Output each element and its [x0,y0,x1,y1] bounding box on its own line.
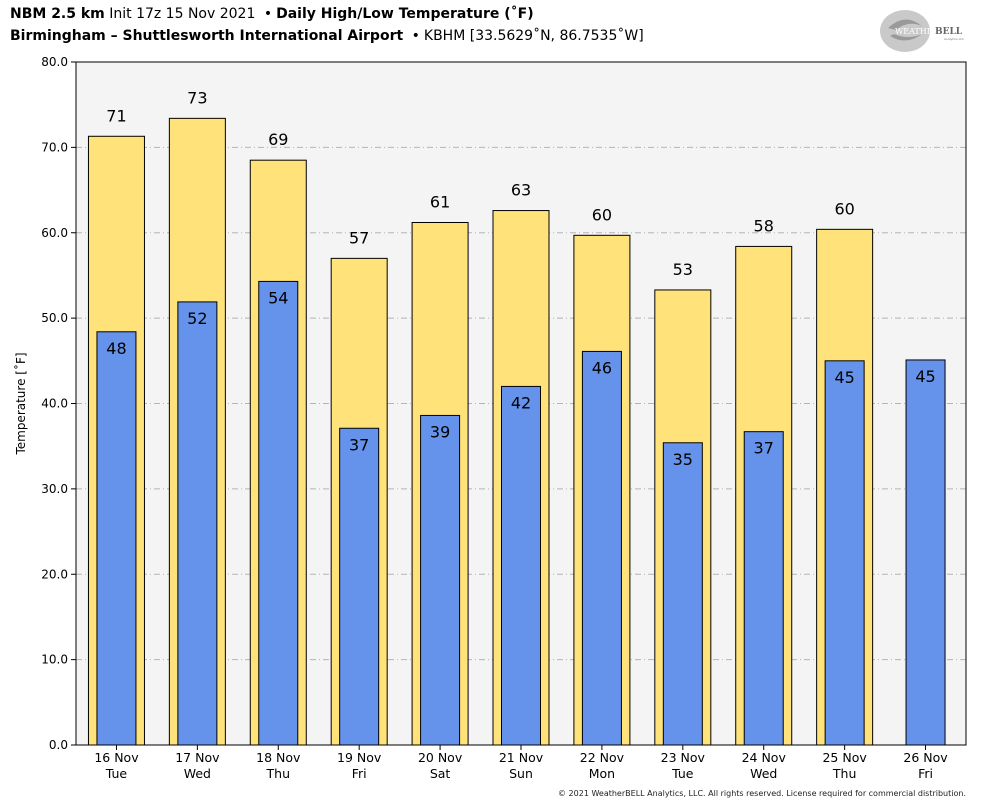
low-value-label: 37 [349,435,369,454]
y-axis-label: Temperature [˚F] [13,352,28,455]
y-tick-label: 20.0 [41,567,68,581]
station-name: Birmingham – Shuttlesworth International… [10,28,404,44]
low-bar [501,385,541,746]
low-bar [339,427,380,746]
x-tick-label-date: 18 Nov [256,750,301,765]
x-tick-label-weekday: Mon [589,766,615,781]
low-bar [824,360,865,746]
x-tick-label-weekday: Wed [750,766,777,781]
high-value-label: 53 [673,260,693,279]
x-tick-label-weekday: Tue [671,766,694,781]
x-tick-label-weekday: Sat [430,766,451,781]
y-tick-label: 80.0 [41,55,68,69]
x-tick-label-date: 23 Nov [661,750,706,765]
low-value-label: 52 [187,309,207,328]
x-tick-label-weekday: Tue [105,766,128,781]
high-value-label: 57 [349,228,369,247]
bullet-separator: • [263,6,273,22]
low-value-label: 46 [592,358,612,377]
high-value-label: 60 [834,199,854,218]
y-tick-label: 0.0 [49,738,68,752]
x-tick-label-date: 24 Nov [742,750,787,765]
y-tick-label: 10.0 [41,653,68,667]
low-value-label: 39 [430,422,450,441]
bullet-separator: • [411,28,420,44]
low-bar [420,414,461,746]
y-axis: 0.0 10.0 20.0 30.0 40.0 50.0 60.0 70.0 80.0 [41,55,76,752]
high-value-label: 61 [430,193,450,212]
init-time: Init 17z 15 Nov 2021 [109,6,256,22]
weatherbell-logo: WEATHER BELL Analytics LLC [880,10,964,52]
bars [87,117,946,746]
model-name: NBM 2.5 km [10,6,105,22]
logo-text-main: WEATHER [895,27,940,36]
high-value-label: 60 [592,205,612,224]
low-bar [581,350,622,746]
high-value-label: 63 [511,181,531,200]
low-bar [662,442,703,746]
x-tick-label-weekday: Fri [352,766,367,781]
x-tick-label-date: 21 Nov [499,750,544,765]
x-tick-label-date: 20 Nov [418,750,463,765]
x-tick-label-date: 19 Nov [337,750,382,765]
x-tick-label-date: 17 Nov [175,750,220,765]
y-tick-label: 60.0 [41,226,68,240]
y-tick-label: 70.0 [41,140,68,154]
x-tick-label-weekday: Fri [918,766,933,781]
y-tick-label: 30.0 [41,482,68,496]
y-tick-label: 50.0 [41,311,68,325]
low-value-label: 37 [754,439,774,458]
high-value-label: 73 [187,88,207,107]
low-bar [258,280,299,746]
low-value-label: 42 [511,393,531,412]
low-value-label: 45 [834,368,854,387]
station-info: KBHM [33.5629˚N, 86.7535˚W] [423,28,644,44]
low-value-label: 35 [673,450,693,469]
x-tick-label-date: 16 Nov [94,750,139,765]
product-name: Daily High/Low Temperature (˚F) [276,6,534,22]
low-bar [96,331,137,746]
data-labels: 71 48 73 52 69 54 57 37 61 39 63 42 60 46 53 35 58 37 60 45… [106,88,935,468]
logo-text-sub: Analytics LLC [944,37,964,41]
low-value-label: 45 [915,367,935,386]
logo-swirl-icon [880,10,930,52]
x-tick-label-weekday: Wed [184,766,211,781]
chart-title-line-1: NBM 2.5 km Init 17z 15 Nov 2021 • Daily H… [10,6,534,22]
low-bar [177,301,218,746]
x-tick-label-weekday: Sun [509,766,533,781]
low-value-label: 48 [106,339,126,358]
x-tick-label-date: 22 Nov [580,750,625,765]
chart-title-line-2: Birmingham – Shuttlesworth International… [10,28,644,44]
y-tick-label: 40.0 [41,397,68,411]
x-tick-label-weekday: Thu [266,766,290,781]
low-bar [743,431,784,746]
low-bar [905,359,946,746]
low-value-label: 54 [268,288,288,307]
x-tick-label-date: 25 Nov [822,750,867,765]
high-value-label: 69 [268,130,288,149]
x-tick-label-weekday: Thu [832,766,856,781]
copyright-notice: © 2021 WeatherBELL Analytics, LLC. All r… [558,789,966,798]
high-value-label: 71 [106,106,126,125]
x-tick-label-date: 26 Nov [903,750,948,765]
logo-text-bell: BELL [935,27,963,37]
high-value-label: 58 [754,216,774,235]
